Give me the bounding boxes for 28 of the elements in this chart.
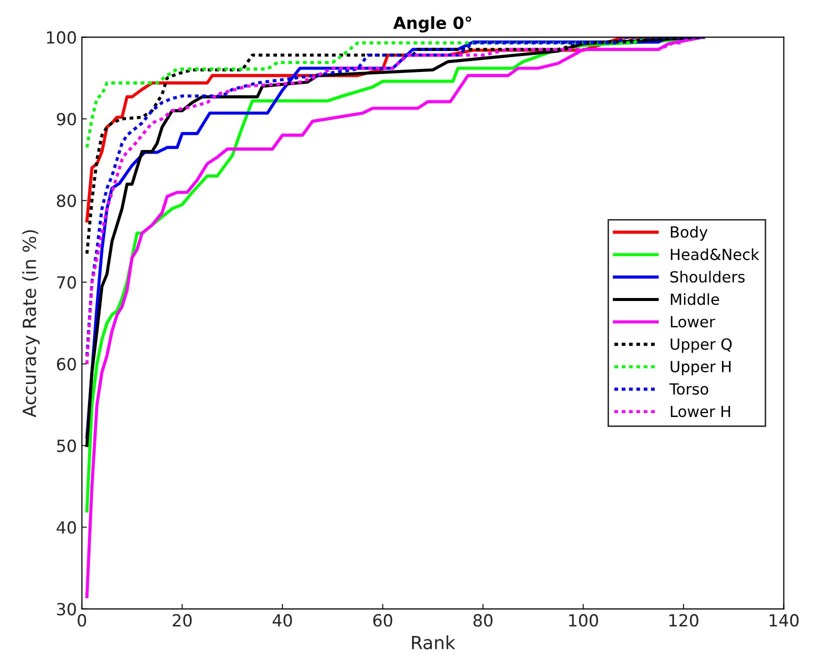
y-tick-label: 90 — [56, 112, 76, 126]
y-tick-label: 80 — [56, 194, 76, 208]
legend-label: Torso — [669, 383, 708, 395]
x-tick-label: 100 — [569, 614, 598, 627]
legend-label: Lower H — [670, 406, 730, 418]
y-tick-label: 60 — [56, 358, 76, 370]
legend-label: Upper Q — [670, 338, 732, 353]
x-tick-label: 60 — [373, 614, 392, 627]
y-tick-label: 70 — [57, 276, 76, 289]
x-tick-label: 20 — [172, 614, 192, 627]
legend-label: Upper H — [670, 360, 730, 376]
y-tick-label: 30 — [57, 602, 76, 616]
legend-label: Middle — [670, 293, 720, 306]
x-tick-label: 0 — [78, 614, 86, 627]
y-axis-title: Accuracy Rate (in %) — [22, 230, 40, 418]
x-tick-label: 120 — [669, 614, 698, 627]
y-tick-label: 50 — [57, 440, 76, 452]
legend-label: Head&Neck — [670, 248, 760, 260]
chart-title: Angle 0° — [393, 16, 472, 32]
x-tick-label: 80 — [474, 614, 492, 627]
legend-label: Lower — [670, 316, 716, 328]
y-tick-label: 40 — [56, 521, 76, 534]
legend-label: Shoulders — [670, 270, 745, 283]
x-tick-label: 40 — [272, 614, 292, 627]
y-tick-label: 100 — [47, 31, 76, 44]
x-axis-title: Rank — [412, 635, 456, 650]
x-tick-label: 140 — [770, 614, 799, 627]
legend-label: Body — [670, 226, 708, 241]
